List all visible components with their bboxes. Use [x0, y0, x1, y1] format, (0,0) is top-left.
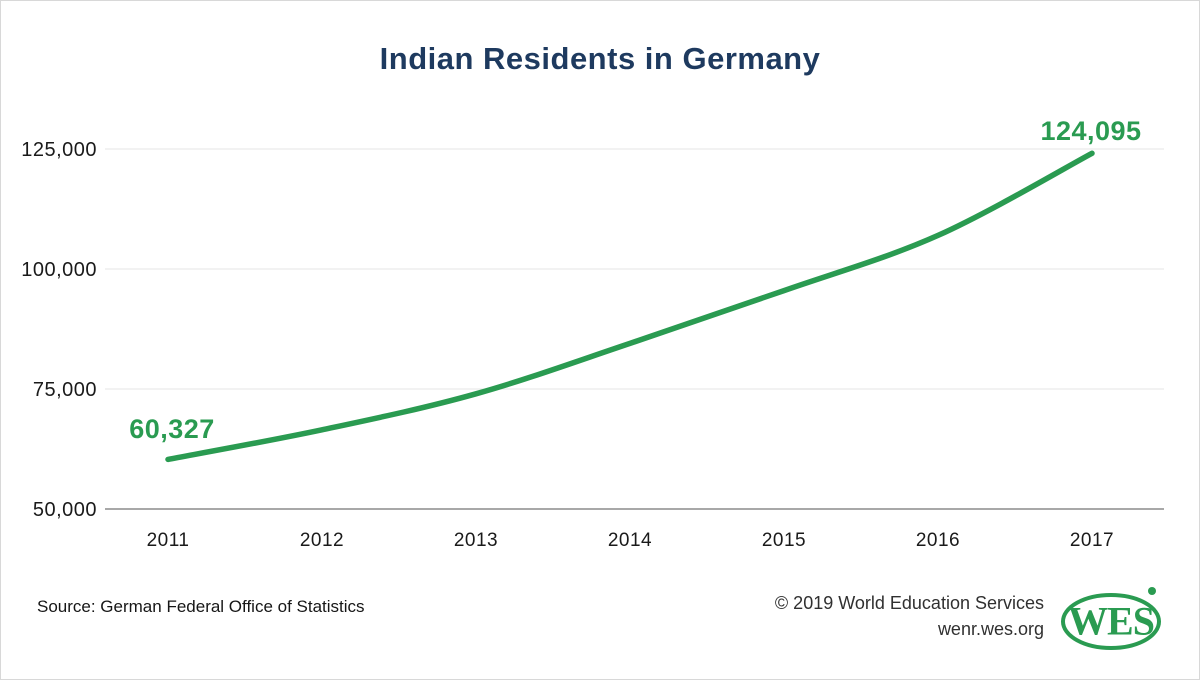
- x-tick-label: 2013: [454, 530, 498, 551]
- copyright-text: © 2019 World Education Services: [774, 593, 1044, 613]
- trend-line: [165, 150, 1095, 463]
- x-tick-label: 2011: [147, 530, 190, 551]
- x-tick-label: 2017: [1070, 530, 1114, 551]
- y-tick-label: 75,000: [33, 379, 97, 401]
- logo-dot-icon: [1148, 587, 1156, 595]
- data-label-last: 124,095: [1040, 116, 1142, 147]
- logo-ellipse-icon: [1061, 593, 1161, 650]
- y-tick-label: 125,000: [21, 139, 97, 161]
- website-text: wenr.wes.org: [937, 619, 1044, 639]
- y-tick-label: 100,000: [21, 259, 97, 281]
- data-label-first: 60,327: [129, 414, 215, 445]
- x-tick-label: 2016: [916, 530, 960, 551]
- x-tick-label: 2012: [300, 530, 344, 551]
- logo-text: WES: [1068, 599, 1154, 644]
- credit-block: © 2019 World Education Services wenr.wes…: [775, 590, 1044, 642]
- x-tick-label: 2015: [762, 530, 806, 551]
- source-note: Source: German Federal Office of Statist…: [37, 597, 365, 616]
- x-tick-label: 2014: [608, 530, 652, 551]
- y-tick-label: 50,000: [33, 499, 97, 521]
- wes-logo: WES: [1057, 585, 1169, 655]
- chart-title: Indian Residents in Germany: [379, 41, 821, 76]
